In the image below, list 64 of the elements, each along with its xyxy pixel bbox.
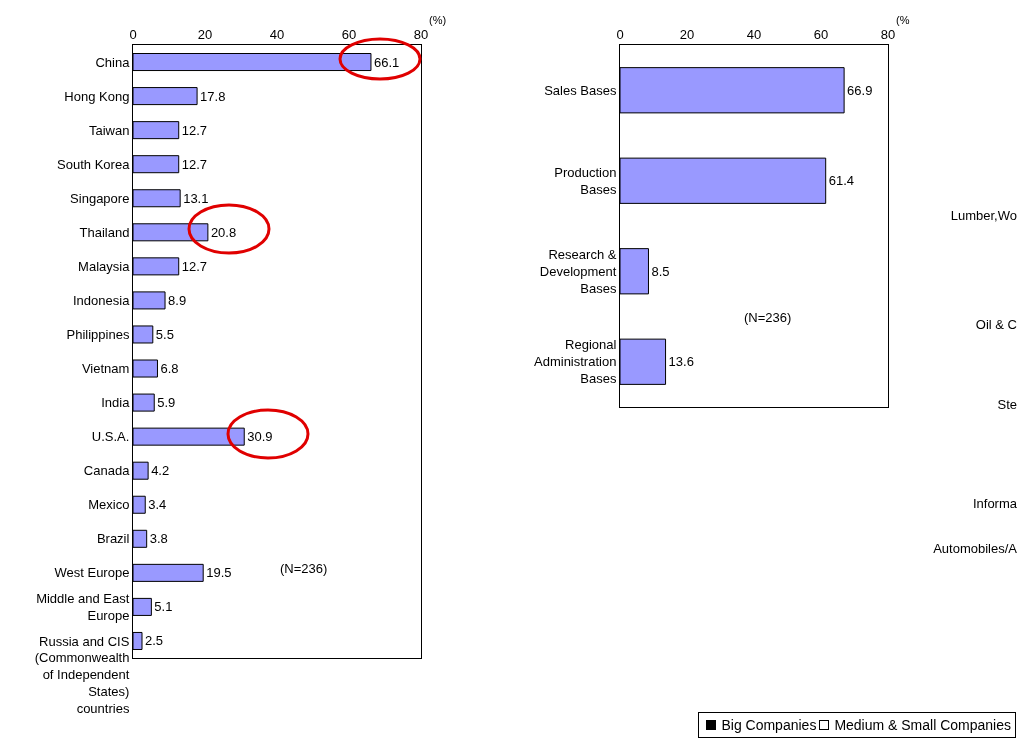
data-label: 13.1 <box>183 190 209 206</box>
data-label: 5.5 <box>155 326 174 342</box>
x-tick-label: 40 <box>746 26 762 42</box>
y-tick-label: Taiwan <box>88 122 130 138</box>
text: Automobiles/A <box>933 541 1017 556</box>
y-tick-label: Russia and CIS (Commonwealth of Independent States) countries <box>34 633 130 717</box>
x-tick-label: 20 <box>679 26 695 42</box>
data-label: 66.1 <box>373 54 400 70</box>
y-tick-label: Canada <box>83 463 131 479</box>
data-label: 3.8 <box>149 531 168 547</box>
data-label: 8.5 <box>651 263 670 279</box>
x-tick-label: 80 <box>880 26 896 42</box>
y-tick-label: Regional Administration Bases <box>534 337 617 387</box>
text: Lumber,Wo <box>950 208 1017 223</box>
y-tick-label: India <box>101 395 131 411</box>
data-label: 12.7 <box>181 156 208 172</box>
y-tick-label: Philippines <box>66 327 130 343</box>
data-label: 8.9 <box>168 292 187 308</box>
data-label: 12.7 <box>181 258 208 274</box>
x-tick-label: 20 <box>197 26 213 42</box>
data-label: 2.5 <box>145 633 164 649</box>
data-label: 17.8 <box>200 88 226 104</box>
data-label: 3.4 <box>148 497 167 513</box>
y-tick-label: Malaysia <box>78 258 131 274</box>
x-tick-label: 80 <box>413 26 429 42</box>
y-tick-label: Vietnam <box>81 361 130 377</box>
data-label: 12.7 <box>181 122 208 138</box>
text: Oil & C <box>975 317 1017 332</box>
y-tick-label: Mexico <box>88 497 130 513</box>
y-tick-label: West Europe <box>54 565 130 581</box>
x-tick-label: 0 <box>616 26 624 42</box>
y-tick-label: Indonesia <box>73 292 131 308</box>
y-tick-label: Middle and East Europe <box>36 591 130 623</box>
data-label: 5.1 <box>154 599 173 615</box>
annotation: (N=236) <box>744 310 792 325</box>
x-axis-title: (% <box>896 14 910 26</box>
legend-frame: Big Companies Medium & Small Companies <box>698 712 1016 738</box>
annotation: (N=236) <box>280 561 328 576</box>
data-label: 61.4 <box>828 173 854 189</box>
y-tick-label: Sales Bases <box>544 82 617 98</box>
x-axis-title: (%) <box>429 14 447 26</box>
y-tick-label: U.S.A. <box>91 429 130 445</box>
y-tick-label: Brazil <box>96 531 130 547</box>
data-label: 4.2 <box>151 463 170 479</box>
y-tick-label: Thailand <box>79 224 130 240</box>
data-label: 19.5 <box>206 565 232 581</box>
y-tick-label: Singapore <box>70 190 130 206</box>
data-label: 6.8 <box>160 361 179 377</box>
y-tick-label: Research & Development Bases <box>539 246 617 296</box>
x-tick-label: 60 <box>813 26 829 42</box>
text: Ste <box>997 397 1017 412</box>
text: Informa <box>972 496 1017 511</box>
x-tick-label: 60 <box>341 26 357 42</box>
data-label: 5.9 <box>157 395 176 411</box>
data-label: 20.8 <box>210 224 237 240</box>
y-tick-label: China <box>95 54 131 70</box>
y-tick-label: South Korea <box>57 156 131 172</box>
data-label: 66.9 <box>847 82 873 98</box>
y-tick-label: Production Bases <box>554 164 617 197</box>
data-label: 13.6 <box>668 354 694 370</box>
x-tick-label: 40 <box>269 26 285 42</box>
y-tick-label: Hong Kong <box>64 88 130 104</box>
data-label: 30.9 <box>247 429 273 445</box>
x-tick-label: 0 <box>129 26 137 42</box>
